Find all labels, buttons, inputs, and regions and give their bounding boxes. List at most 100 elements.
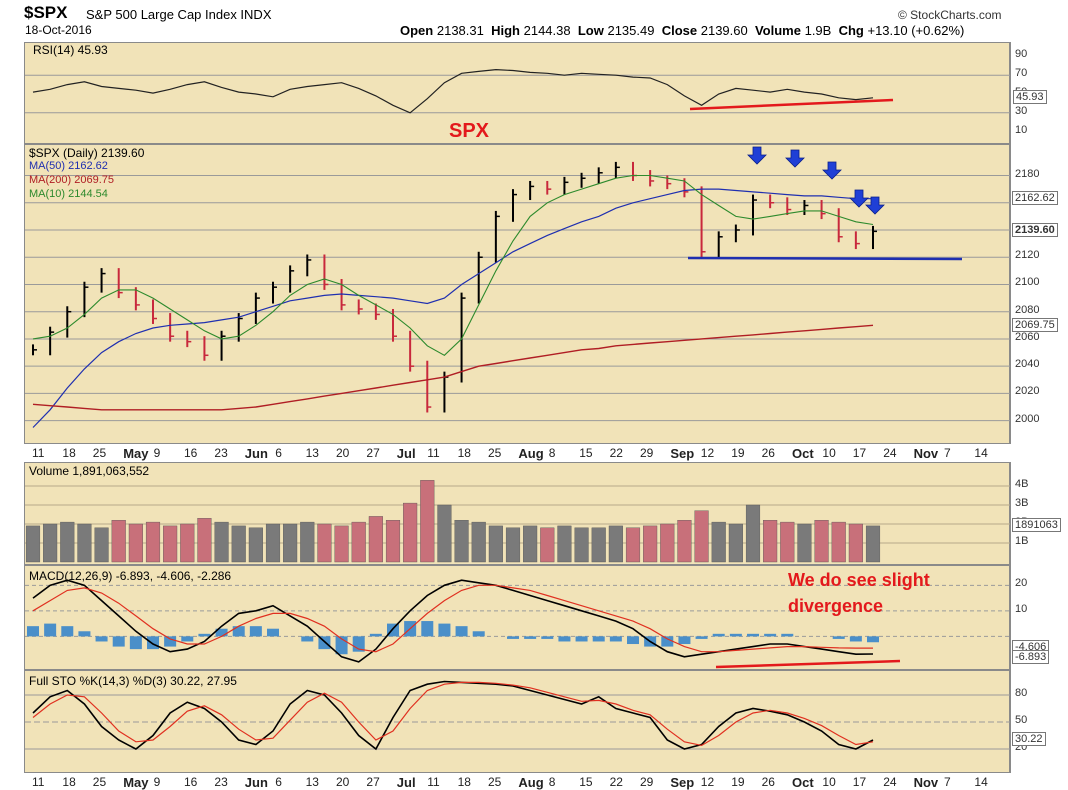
price-tick-label: 2100 (1015, 276, 1040, 289)
volume-bar (865, 525, 881, 563)
macd-histogram-bar (421, 621, 434, 637)
x-tick-label: 27 (366, 775, 380, 789)
volume-bar (283, 523, 298, 563)
x-tick-label: 18 (457, 775, 471, 789)
ma50-line (32, 188, 873, 428)
volume-bar (248, 527, 263, 563)
macd-value-tag: -6.893 (1012, 649, 1050, 664)
x-tick-label: 29 (640, 775, 654, 789)
ohlc-summary: Open 2138.31 High 2144.38 Low 2135.49 Cl… (400, 23, 965, 38)
x-tick-label: 24 (883, 446, 897, 460)
volume-bar (317, 523, 332, 563)
x-tick-label: Sep (670, 775, 695, 790)
x-tick-label: 18 (457, 446, 471, 460)
macd-histogram-bar (249, 626, 262, 637)
x-tick-label: 7 (944, 446, 951, 460)
x-tick-label: 20 (336, 446, 350, 460)
volume-bar (43, 523, 58, 563)
chart-date: 18-Oct-2016 (25, 23, 92, 37)
legend-ma50: MA(50) 2162.62 (29, 160, 108, 172)
volume-bar (797, 523, 812, 563)
macd-title: MACD(12,26,9) -6.893, -4.606, -2.286 (29, 569, 232, 583)
macd-histogram-bar (524, 636, 537, 639)
rsi-panel: RSI(14) 45.93 (24, 42, 1011, 144)
macd-histogram-bar (215, 628, 228, 637)
price-tick-label: 2020 (1015, 385, 1040, 398)
x-tick-label: 9 (153, 775, 161, 789)
price-tick-label: 2040 (1015, 358, 1040, 371)
macd-histogram-bar (575, 636, 588, 642)
x-tick-label: 14 (974, 446, 988, 460)
macd-histogram-bar (867, 636, 879, 643)
volume-bar (728, 523, 743, 563)
volume-bar (145, 521, 161, 563)
macd-histogram-bar (747, 633, 759, 637)
x-tick-label: 14 (974, 775, 988, 789)
volume-bar (831, 521, 846, 563)
x-tick-label: 26 (761, 446, 775, 460)
volume-bar (437, 504, 452, 563)
macd-histogram-bar (61, 626, 74, 637)
legend-ma10: MA(10) 2144.54 (29, 188, 108, 200)
x-tick-label: 16 (184, 775, 198, 789)
sto-k-line (32, 680, 874, 751)
x-tick-label: 25 (488, 446, 502, 460)
volume-bar (265, 523, 281, 563)
x-tick-label: Jun (244, 775, 268, 790)
rsi-tick-label: 70 (1015, 67, 1028, 80)
x-tick-label: 16 (184, 446, 198, 460)
x-tick-label: 10 (822, 446, 836, 460)
rsi-tick-label: 30 (1015, 104, 1028, 117)
sto-title: Full STO %K(14,3) %D(3) 30.22, 27.95 (29, 674, 237, 688)
rsi-title: RSI(14) 45.93 (33, 43, 108, 57)
sto-value-tag: 30.22 (1012, 731, 1046, 746)
volume-bar (60, 521, 75, 563)
x-tick-label: 22 (609, 446, 623, 460)
divergence-annotation-line2: divergence (788, 596, 884, 616)
x-tick-label: 25 (92, 446, 107, 460)
x-tick-label: Aug (518, 775, 544, 790)
macd-histogram-bar (558, 636, 571, 642)
chart-header: $SPX S&P 500 Large Cap Index INDX 18-Oct… (0, 0, 1068, 42)
rsi-tick-label: 10 (1015, 123, 1028, 136)
x-tick-label: 6 (275, 775, 282, 789)
x-tick-label: 17 (852, 446, 867, 460)
x-tick-label: 6 (275, 446, 282, 460)
x-tick-label: 18 (62, 446, 76, 460)
volume-bar (660, 523, 675, 563)
volume-bar (523, 525, 538, 563)
brand-label[interactable]: © StockCharts.com (898, 8, 1002, 22)
macd-histogram-bar (592, 636, 605, 642)
x-tick-label: 29 (640, 446, 654, 460)
macd-histogram-bar (129, 636, 142, 650)
volume-bar (848, 523, 863, 563)
x-tick-label: May (123, 775, 149, 790)
volume-bar (608, 525, 623, 563)
macd-y-axis: 20 10 -4.606 -6.893 (1010, 565, 1068, 670)
volume-bar (557, 525, 572, 563)
volume-bar (420, 480, 435, 563)
x-tick-label: Jul (396, 446, 416, 461)
volume-bar (334, 525, 349, 563)
x-tick-label: 27 (366, 446, 380, 460)
rsi-value-tag: 45.93 (1013, 89, 1047, 104)
x-tick-label: 25 (92, 775, 107, 789)
volume-bar (385, 520, 401, 563)
volume-bar (163, 525, 178, 563)
volume-bar (574, 527, 589, 563)
sto-plot (25, 680, 1011, 751)
volume-bar (454, 520, 469, 563)
volume-bar (368, 516, 383, 563)
index-name: S&P 500 Large Cap Index INDX (86, 7, 272, 22)
volume-bar (745, 504, 761, 563)
volume-bar (763, 520, 778, 563)
x-tick-label: 9 (153, 446, 161, 460)
x-tick-label: 11 (427, 446, 440, 460)
macd-tick-label: 10 (1015, 602, 1028, 615)
macd-histogram-bar (832, 636, 845, 639)
x-axis-top: 11 18 25 May 9 16 23 Jun 6 13 20 27 Jul 11 18 25 Aug 8 15 2… (24, 444, 1010, 462)
volume-bar (300, 521, 315, 563)
macd-line (32, 579, 874, 663)
price-tag: 2139.60 (1012, 222, 1058, 237)
x-axis-bottom: 11 18 25 May 9 16 23 Jun 6 13 20 27 Jul 11 18 25 Aug 8 15 2… (24, 773, 1010, 790)
